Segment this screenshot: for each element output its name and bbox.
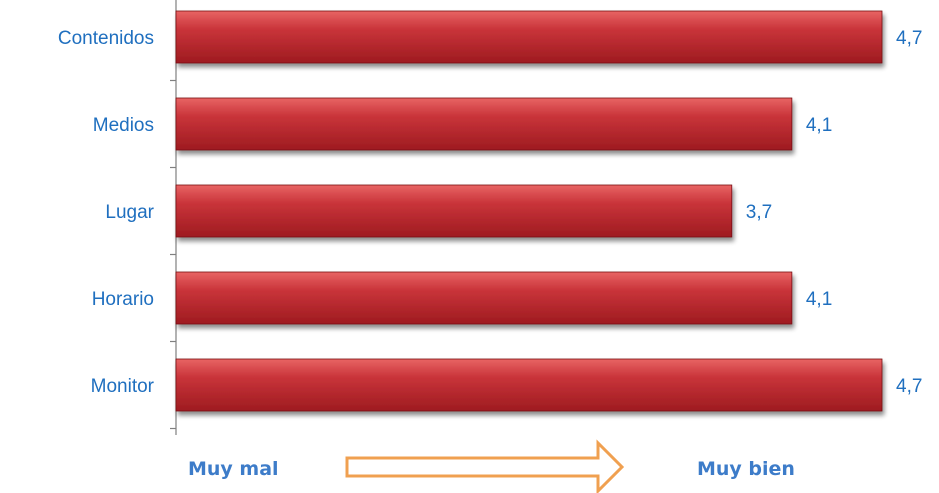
category-label: Medios — [93, 115, 154, 136]
value-label: 4,1 — [806, 115, 832, 136]
bars — [175, 10, 883, 412]
arrow-right-icon — [345, 439, 625, 493]
bar-medios — [175, 97, 793, 151]
category-label: Horario — [92, 289, 154, 310]
value-labels: 4,7 4,1 3,7 4,1 4,7 — [746, 28, 923, 397]
value-label: 4,1 — [806, 289, 832, 310]
bar-horario — [175, 271, 793, 325]
category-label: Monitor — [91, 376, 155, 397]
scale-low-label: Muy mal — [188, 458, 279, 480]
category-label: Lugar — [105, 202, 154, 223]
value-label: 4,7 — [896, 28, 922, 49]
value-label: 3,7 — [746, 202, 772, 223]
y-axis — [170, 0, 177, 435]
bar-contenidos — [175, 10, 883, 64]
category-label: Contenidos — [58, 28, 154, 49]
value-label: 4,7 — [896, 376, 922, 397]
bar-lugar — [175, 184, 733, 238]
category-labels: Contenidos Medios Lugar Horario Monitor — [58, 28, 155, 397]
bar-monitor — [175, 358, 883, 412]
scale-high-label: Muy bien — [697, 458, 795, 480]
